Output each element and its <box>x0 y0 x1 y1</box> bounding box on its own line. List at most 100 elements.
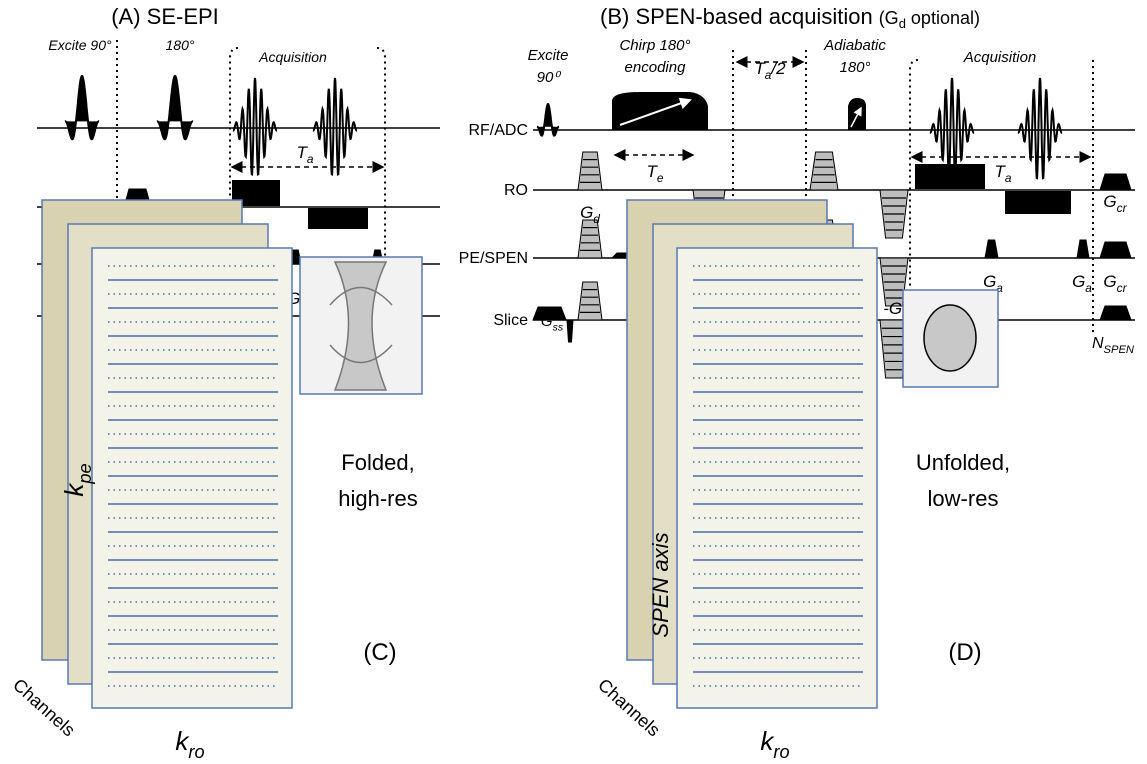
panel-title: (B) SPEN-based acquisition (Gd optional) <box>600 4 980 31</box>
data-sheet <box>676 247 878 709</box>
label: Gro <box>933 167 957 190</box>
label-base: T <box>296 143 308 162</box>
label: Acquisition <box>963 49 1037 66</box>
label-sub: a <box>307 152 314 166</box>
panel-tag: (C) <box>363 639 396 666</box>
gradient <box>1076 239 1090 259</box>
label-sub: a <box>1005 171 1012 185</box>
label-sub: d <box>593 212 600 226</box>
gradient <box>1099 241 1132 259</box>
label-sub: SPEN <box>1104 344 1135 356</box>
title-note-tail: optional) <box>906 8 980 28</box>
unfolded-object <box>923 304 977 372</box>
label: Ta <box>994 162 1011 185</box>
label: Excite <box>528 47 569 64</box>
label-base: G <box>580 203 593 222</box>
label-base: T <box>994 162 1006 181</box>
row-label: Slice <box>493 312 528 329</box>
axis-label: kro <box>175 726 204 762</box>
label: encoding <box>625 59 687 76</box>
rf-pulse <box>64 74 100 141</box>
label-base: k <box>760 726 775 756</box>
label: Gro <box>1026 194 1050 217</box>
label-base: G <box>933 167 946 186</box>
data-sheet <box>91 247 293 709</box>
label-sub: ro <box>269 192 280 206</box>
label-sub: ss <box>553 322 564 334</box>
label-base: G <box>1072 272 1085 291</box>
label-base: N <box>1092 335 1104 352</box>
label: Gro <box>326 209 350 232</box>
echo <box>312 77 358 176</box>
label: 90⁰ <box>537 69 562 86</box>
label-tail: /2 <box>770 59 786 78</box>
gradient <box>566 319 574 343</box>
ladder-gradient <box>577 281 603 321</box>
label-base: k <box>175 726 190 756</box>
label-base: G <box>256 183 269 202</box>
title-note-sub: d <box>899 16 906 31</box>
label-sub: ro <box>946 176 957 190</box>
axis-label: kpe <box>59 463 95 496</box>
rf-pulse <box>536 102 560 137</box>
label: Gro <box>256 183 280 206</box>
label-sub: cr <box>1117 281 1128 295</box>
axis-label: SPEN axis <box>648 532 673 637</box>
panel-tag: (D) <box>948 639 981 666</box>
echo <box>232 77 278 176</box>
label-sub: a <box>996 281 1003 295</box>
ladder-gradient <box>577 219 603 259</box>
row-label: RF/ADC <box>468 122 528 139</box>
row-label: PE/SPEN <box>459 250 528 267</box>
label-sub: pe <box>75 463 95 484</box>
label: Acquisition <box>258 49 327 65</box>
gradient <box>984 239 999 259</box>
row-label: RO <box>504 182 528 199</box>
caption: low-res <box>928 486 999 511</box>
gro-block <box>308 208 368 229</box>
ladder-gradient <box>809 151 839 191</box>
label: Chirp 180° <box>619 37 690 54</box>
chirp-arrow <box>619 97 692 126</box>
caption: Unfolded, <box>916 450 1010 475</box>
ladder-gradient <box>577 151 603 191</box>
label-sub: ro <box>1039 203 1050 217</box>
label-base: k <box>59 482 89 497</box>
rf-pulse <box>156 74 194 141</box>
label: Excite 90° <box>48 37 112 53</box>
label-sub: e <box>657 171 664 185</box>
label-base: G <box>983 272 996 291</box>
label: Te <box>646 162 663 185</box>
gradient <box>532 306 567 321</box>
label-base: T <box>646 162 658 181</box>
label-sub: ro <box>773 742 789 762</box>
label-base: G <box>1026 194 1039 213</box>
label-base: G <box>326 209 339 228</box>
label: Ta/2 <box>754 59 786 82</box>
label-sub: a <box>765 68 772 82</box>
label-sub: ro <box>339 218 350 232</box>
echo <box>1017 77 1063 180</box>
label: Gss <box>541 313 564 334</box>
label-base: T <box>754 59 766 78</box>
label: Gcr <box>1103 272 1127 295</box>
title-note: (G <box>879 8 899 28</box>
label: Gcr <box>1103 192 1127 215</box>
gradient <box>1099 173 1132 191</box>
label: Ta <box>296 143 313 166</box>
gro-block <box>1005 191 1071 214</box>
label-sub: a <box>1085 281 1092 295</box>
label: 180° <box>166 37 195 53</box>
label-sub: cr <box>1117 201 1128 215</box>
label: Gd <box>580 203 600 226</box>
label-base: G <box>1103 272 1116 291</box>
label: Adiabatic <box>823 37 886 54</box>
label-base: -G <box>883 299 902 318</box>
label-base: G <box>541 313 553 330</box>
echo <box>929 77 975 180</box>
fold-curve <box>329 286 393 364</box>
adiabatic-arrow <box>850 106 862 128</box>
gradient <box>1099 305 1132 321</box>
label: Ga <box>1072 272 1092 295</box>
